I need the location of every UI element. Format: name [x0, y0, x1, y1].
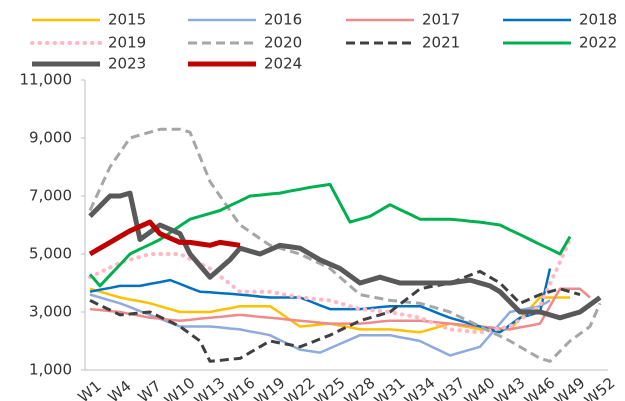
legend-label: 2017: [422, 11, 460, 29]
x-tick-label: W1: [75, 377, 105, 401]
series-line: [88, 237, 572, 335]
y-tick-label: 3,000: [29, 303, 72, 321]
legend-label: 2015: [108, 11, 146, 29]
legend-label: 2022: [579, 34, 617, 52]
y-tick-label: 5,000: [29, 245, 72, 263]
series-line: [89, 287, 591, 331]
series-line: [88, 190, 602, 321]
legend-label: 2019: [108, 34, 146, 52]
y-tick-label: 7,000: [29, 187, 72, 205]
y-tick-label: 1,000: [29, 361, 72, 379]
legend-label: 2020: [264, 34, 302, 52]
legend-label: 2024: [264, 55, 302, 73]
series-line: [88, 182, 572, 288]
legend-label: 2021: [422, 34, 460, 52]
legend-label: 2023: [108, 55, 146, 73]
series-line: [89, 269, 581, 363]
x-tick-label: W4: [105, 377, 135, 401]
series-line: [88, 127, 602, 363]
series-line: [88, 219, 241, 257]
y-tick-label: 9,000: [29, 129, 72, 147]
series-line: [89, 293, 551, 357]
legend-label: 2016: [264, 11, 302, 29]
x-tick-label: W7: [135, 377, 165, 401]
legend-label: 2018: [579, 11, 617, 29]
y-tick-label: 11,000: [20, 71, 73, 89]
